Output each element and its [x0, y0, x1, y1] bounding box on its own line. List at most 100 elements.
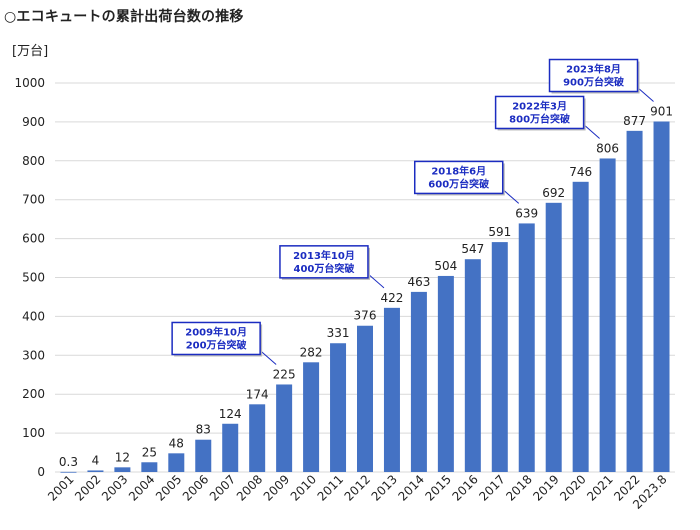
bar [249, 404, 266, 472]
callout-text: 200万台突破 [186, 338, 247, 351]
bar [87, 470, 104, 472]
bar [168, 453, 185, 472]
data-label: 901 [650, 105, 673, 119]
callout-text: 800万台突破 [509, 112, 570, 125]
y-tick-label: 400 [22, 309, 45, 323]
y-tick-label: 0 [37, 465, 45, 479]
x-tick-label: 2010 [288, 472, 319, 503]
x-tick-label: 2009 [261, 472, 292, 503]
x-tick-label: 2017 [476, 472, 507, 503]
callout-text: 2022年3月 [512, 99, 567, 112]
x-tick-label: 2011 [315, 472, 346, 503]
callout-box [279, 245, 369, 279]
bar [626, 130, 643, 473]
data-label: 124 [219, 407, 242, 421]
data-label: 547 [461, 242, 484, 256]
data-label: 0.3 [59, 455, 78, 469]
bar [437, 275, 454, 472]
x-tick-label: 2006 [180, 472, 211, 503]
bar [60, 471, 77, 473]
callout-text: 2009年10月 [185, 325, 247, 338]
bar [276, 384, 293, 472]
x-tick-label: 2001 [45, 472, 76, 503]
callout-text: 2023年8月 [566, 63, 621, 76]
data-label: 806 [596, 141, 619, 155]
x-tick-label: 2008 [234, 472, 265, 503]
x-tick-label: 2020 [557, 472, 588, 503]
y-tick-label: 600 [22, 232, 45, 246]
data-label: 376 [354, 309, 377, 323]
callout-box [171, 321, 261, 356]
data-label: 12 [115, 450, 130, 464]
bar [195, 439, 212, 472]
y-tick-label: 200 [22, 387, 45, 401]
y-tick-label: 700 [22, 193, 45, 207]
data-label: 422 [381, 291, 404, 305]
y-tick-label: 1000 [14, 76, 45, 90]
x-tick-label: 2015 [422, 472, 453, 503]
x-tick-label: 2018 [503, 472, 534, 503]
callout-text: 400万台突破 [294, 262, 355, 275]
callout-box [413, 160, 504, 195]
data-label: 25 [142, 445, 157, 459]
data-label: 174 [246, 387, 269, 401]
y-axis-unit-label: [万台] [12, 44, 49, 59]
data-label: 504 [434, 259, 457, 273]
y-tick-label: 500 [22, 271, 45, 285]
y-tick-label: 300 [22, 348, 45, 362]
data-label: 4 [92, 453, 100, 467]
data-label: 225 [273, 367, 296, 381]
x-tick-label: 2012 [342, 472, 373, 503]
x-tick-label: 2013 [369, 472, 400, 503]
callout-box [494, 95, 585, 130]
y-tick-label: 100 [22, 426, 45, 440]
callout-leader [637, 87, 654, 102]
bar [114, 467, 131, 472]
bar [383, 307, 400, 472]
bar [330, 343, 347, 472]
y-tick-label: 900 [22, 115, 45, 129]
data-label: 282 [300, 345, 323, 359]
bar [491, 242, 508, 472]
callout-text: 2018年6月 [431, 164, 486, 177]
y-tick-label: 800 [22, 154, 45, 168]
data-label: 48 [169, 436, 184, 450]
bar [357, 325, 373, 472]
data-label: 463 [407, 275, 430, 289]
x-tick-label: 2016 [449, 472, 480, 503]
callout-leader [259, 350, 277, 365]
data-label: 331 [327, 326, 350, 340]
callout-leader [583, 124, 600, 139]
bar [410, 291, 427, 472]
x-tick-label: 2005 [153, 472, 184, 503]
bar [653, 121, 670, 473]
bar [518, 223, 535, 472]
callout-text: 600万台突破 [428, 177, 489, 190]
callout-text: 2013年10月 [293, 249, 355, 262]
data-label: 639 [515, 206, 538, 220]
x-tick-label: 2019 [530, 472, 561, 503]
callout-box [548, 58, 639, 93]
x-tick-label: 2004 [126, 472, 157, 503]
data-label: 746 [569, 165, 592, 179]
data-label: 877 [623, 114, 646, 128]
callout-text: 900万台突破 [563, 76, 624, 89]
data-label: 591 [488, 225, 511, 239]
x-tick-label: 2003 [99, 472, 130, 503]
chart-title: ○エコキュートの累計出荷台数の推移 [4, 9, 244, 25]
bar [464, 259, 481, 472]
bar [303, 362, 320, 472]
x-tick-label: 2007 [207, 472, 238, 503]
bar [222, 423, 239, 472]
bar [141, 462, 158, 472]
x-tick-label: 2014 [396, 472, 427, 503]
bar [599, 158, 616, 472]
bar [572, 181, 589, 472]
data-label: 692 [542, 186, 565, 200]
data-label: 83 [196, 423, 211, 437]
x-tick-label: 2021 [584, 472, 615, 503]
bar [545, 202, 562, 472]
callout-leader [502, 189, 520, 204]
callout-leader [367, 273, 385, 289]
